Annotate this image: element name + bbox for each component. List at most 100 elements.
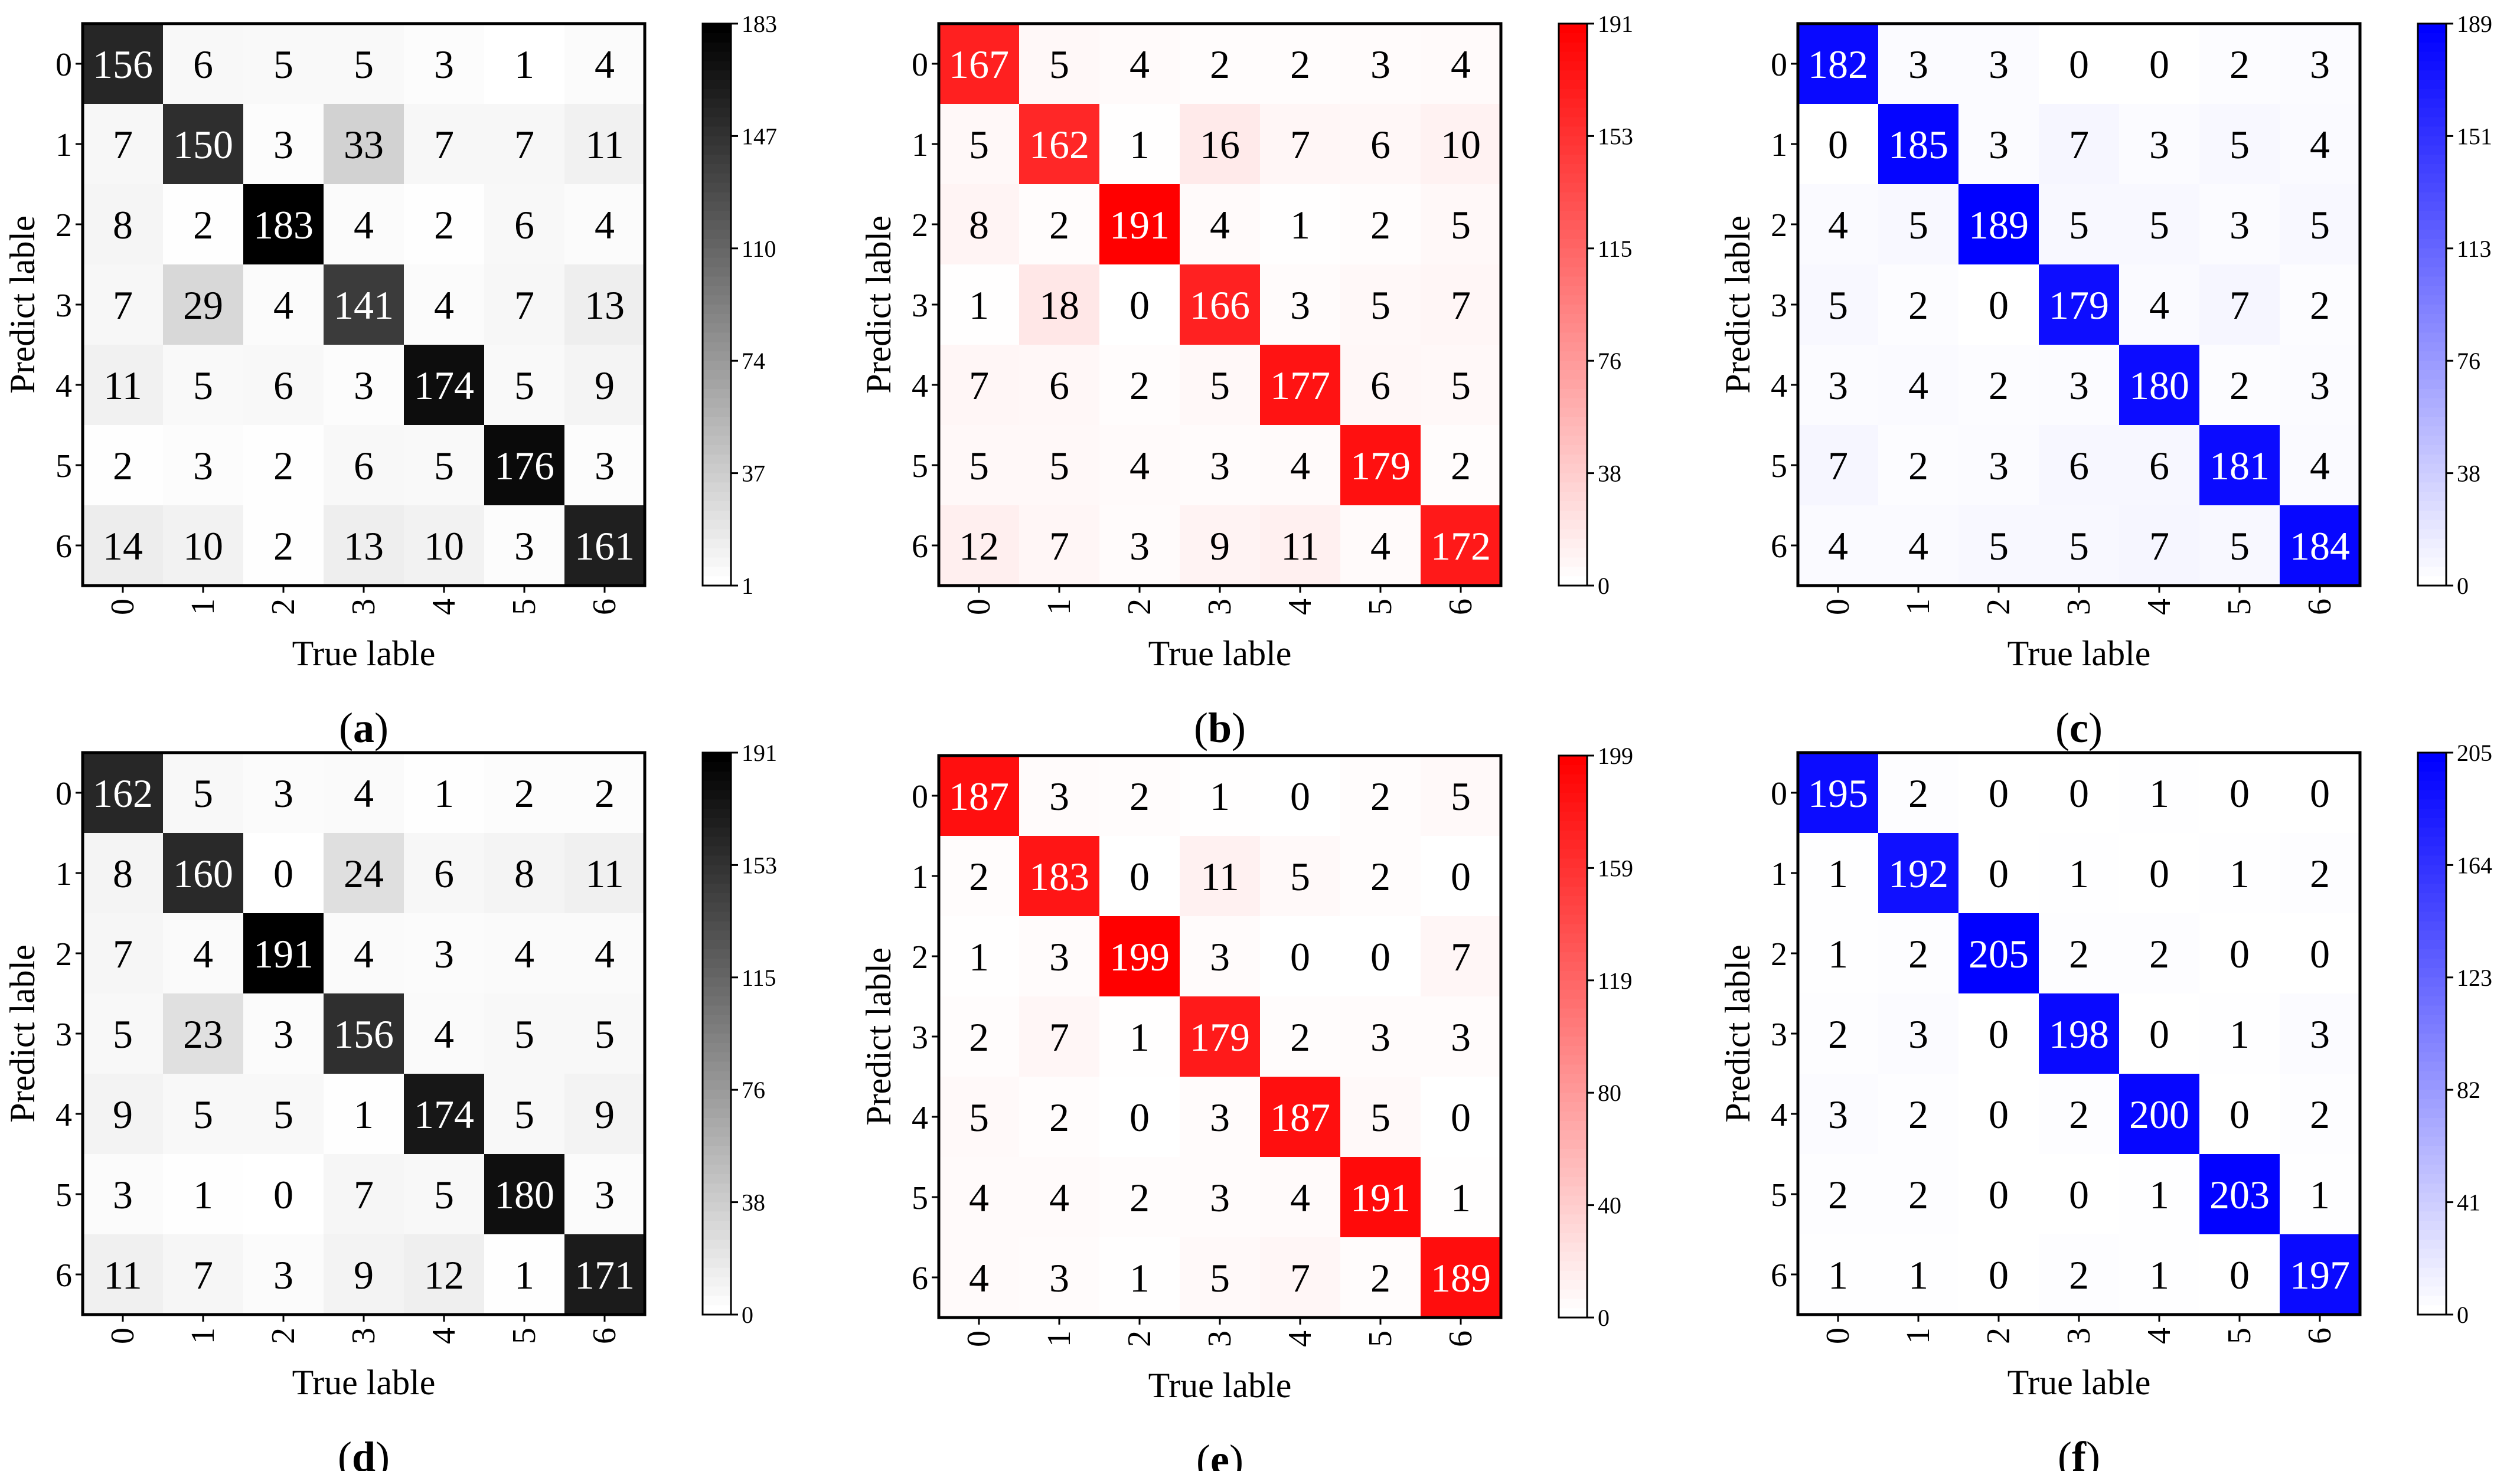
cell-value: 2 bbox=[1908, 283, 1928, 328]
cell-value: 180 bbox=[2129, 363, 2189, 408]
heatmap-cell bbox=[2119, 24, 2199, 104]
x-tick-label: 3 bbox=[2061, 599, 2097, 615]
colorbar-segment bbox=[703, 1061, 731, 1072]
colorbar-segment bbox=[2418, 967, 2446, 978]
cell-value: 167 bbox=[949, 42, 1009, 87]
colorbar-tick-label: 183 bbox=[742, 11, 777, 37]
heatmap-cell bbox=[939, 1077, 1019, 1157]
heatmap-cell bbox=[404, 184, 484, 264]
cell-value: 7 bbox=[1049, 524, 1069, 568]
colorbar-segment bbox=[1559, 211, 1587, 221]
cell-value: 1 bbox=[2230, 1012, 2250, 1057]
colorbar-segment bbox=[1559, 1251, 1587, 1262]
colorbar-segment bbox=[703, 107, 731, 118]
colorbar-segment bbox=[1559, 201, 1587, 212]
heatmap-cell bbox=[564, 505, 645, 586]
cell-value: 2 bbox=[1989, 363, 2009, 408]
colorbar-segment bbox=[703, 473, 731, 483]
x-tick-label: 2 bbox=[265, 599, 302, 615]
cell-value: 3 bbox=[434, 42, 454, 87]
colorbar-segment bbox=[1559, 426, 1587, 437]
colorbar-segment bbox=[2418, 1015, 2446, 1025]
cell-value: 5 bbox=[1828, 283, 1848, 328]
colorbar-segment bbox=[703, 257, 731, 268]
colorbar-segment bbox=[703, 276, 731, 287]
cell-value: 3 bbox=[1049, 774, 1069, 819]
colorbar-segment bbox=[2418, 836, 2446, 847]
x-tick-label: 2 bbox=[1980, 1328, 2017, 1344]
panel-label: (d) bbox=[338, 1433, 390, 1471]
colorbar-segment bbox=[1559, 868, 1587, 878]
x-tick-label: 6 bbox=[1442, 599, 1479, 615]
heatmap-cell bbox=[1260, 104, 1340, 184]
colorbar-segment bbox=[1559, 877, 1587, 888]
colorbar-segment bbox=[1559, 896, 1587, 906]
heatmap-cell bbox=[2280, 264, 2360, 345]
cell-value: 5 bbox=[2230, 122, 2250, 167]
cell-value: 7 bbox=[1451, 934, 1471, 979]
heatmap-cell bbox=[243, 993, 324, 1074]
colorbar-tick-label: 123 bbox=[2457, 965, 2492, 991]
colorbar-segment bbox=[1559, 924, 1587, 934]
cell-value: 1 bbox=[514, 42, 534, 87]
colorbar-tick-label: 76 bbox=[2457, 348, 2480, 374]
colorbar-segment bbox=[1559, 136, 1587, 146]
cell-value: 0 bbox=[1989, 283, 2009, 328]
colorbar-segment bbox=[2418, 305, 2446, 315]
heatmap-cell bbox=[404, 425, 484, 505]
heatmap-cell bbox=[1180, 345, 1260, 425]
cell-value: 156 bbox=[334, 1012, 394, 1057]
y-tick-label: 0 bbox=[1771, 776, 1787, 812]
cell-value: 3 bbox=[273, 771, 293, 816]
cell-value: 0 bbox=[1130, 283, 1150, 328]
x-tick-label: 0 bbox=[1820, 599, 1856, 615]
x-tick-label: 1 bbox=[1041, 599, 1078, 615]
colorbar-segment bbox=[703, 211, 731, 221]
colorbar-tick-label: 164 bbox=[2457, 852, 2492, 878]
colorbar-segment bbox=[1559, 145, 1587, 156]
cell-value: 171 bbox=[574, 1253, 635, 1297]
colorbar-segment bbox=[703, 548, 731, 558]
heatmap-cell bbox=[2199, 753, 2280, 833]
heatmap-cell bbox=[484, 993, 564, 1074]
heatmap-cell bbox=[1958, 184, 2039, 264]
heatmap-cell bbox=[1421, 264, 1501, 345]
cell-value: 3 bbox=[1210, 1175, 1230, 1220]
y-tick-label: 3 bbox=[1771, 1016, 1787, 1053]
colorbar-segment bbox=[2418, 519, 2446, 530]
heatmap-cell bbox=[2280, 753, 2360, 833]
panel-label: (a) bbox=[339, 704, 389, 751]
y-tick-label: 1 bbox=[1771, 856, 1787, 893]
cell-value: 10 bbox=[424, 524, 464, 568]
cell-value: 2 bbox=[434, 202, 454, 247]
heatmap-cell bbox=[324, 833, 404, 913]
cell-value: 2 bbox=[2310, 283, 2330, 328]
y-tick-label: 2 bbox=[56, 207, 72, 244]
cell-value: 3 bbox=[514, 524, 534, 568]
colorbar-segment bbox=[1559, 1233, 1587, 1244]
heatmap-cell bbox=[404, 345, 484, 425]
colorbar-segment bbox=[2418, 323, 2446, 334]
x-tick-label: 5 bbox=[1362, 1331, 1399, 1347]
cell-value: 2 bbox=[1290, 1015, 1310, 1060]
colorbar-segment bbox=[703, 407, 731, 418]
heatmap-cell bbox=[1421, 24, 1501, 104]
colorbar-segment bbox=[1559, 1149, 1587, 1159]
cell-value: 2 bbox=[113, 443, 133, 488]
cell-value: 162 bbox=[93, 771, 153, 816]
colorbar-segment bbox=[1559, 905, 1587, 916]
colorbar-tick-label: 147 bbox=[742, 123, 777, 149]
cell-value: 33 bbox=[344, 122, 384, 167]
cell-value: 8 bbox=[113, 202, 133, 247]
cell-value: 4 bbox=[595, 202, 615, 247]
colorbar-segment bbox=[1559, 473, 1587, 483]
colorbar-segment bbox=[703, 42, 731, 53]
colorbar-segment bbox=[703, 959, 731, 969]
heatmap-cell bbox=[324, 425, 404, 505]
heatmap-cell bbox=[1798, 264, 1878, 345]
colorbar-segment bbox=[1559, 117, 1587, 128]
heatmap-cell bbox=[1340, 425, 1421, 505]
y-tick-label: 0 bbox=[1771, 47, 1787, 83]
cell-value: 7 bbox=[514, 283, 534, 328]
colorbar-segment bbox=[1559, 1195, 1587, 1206]
